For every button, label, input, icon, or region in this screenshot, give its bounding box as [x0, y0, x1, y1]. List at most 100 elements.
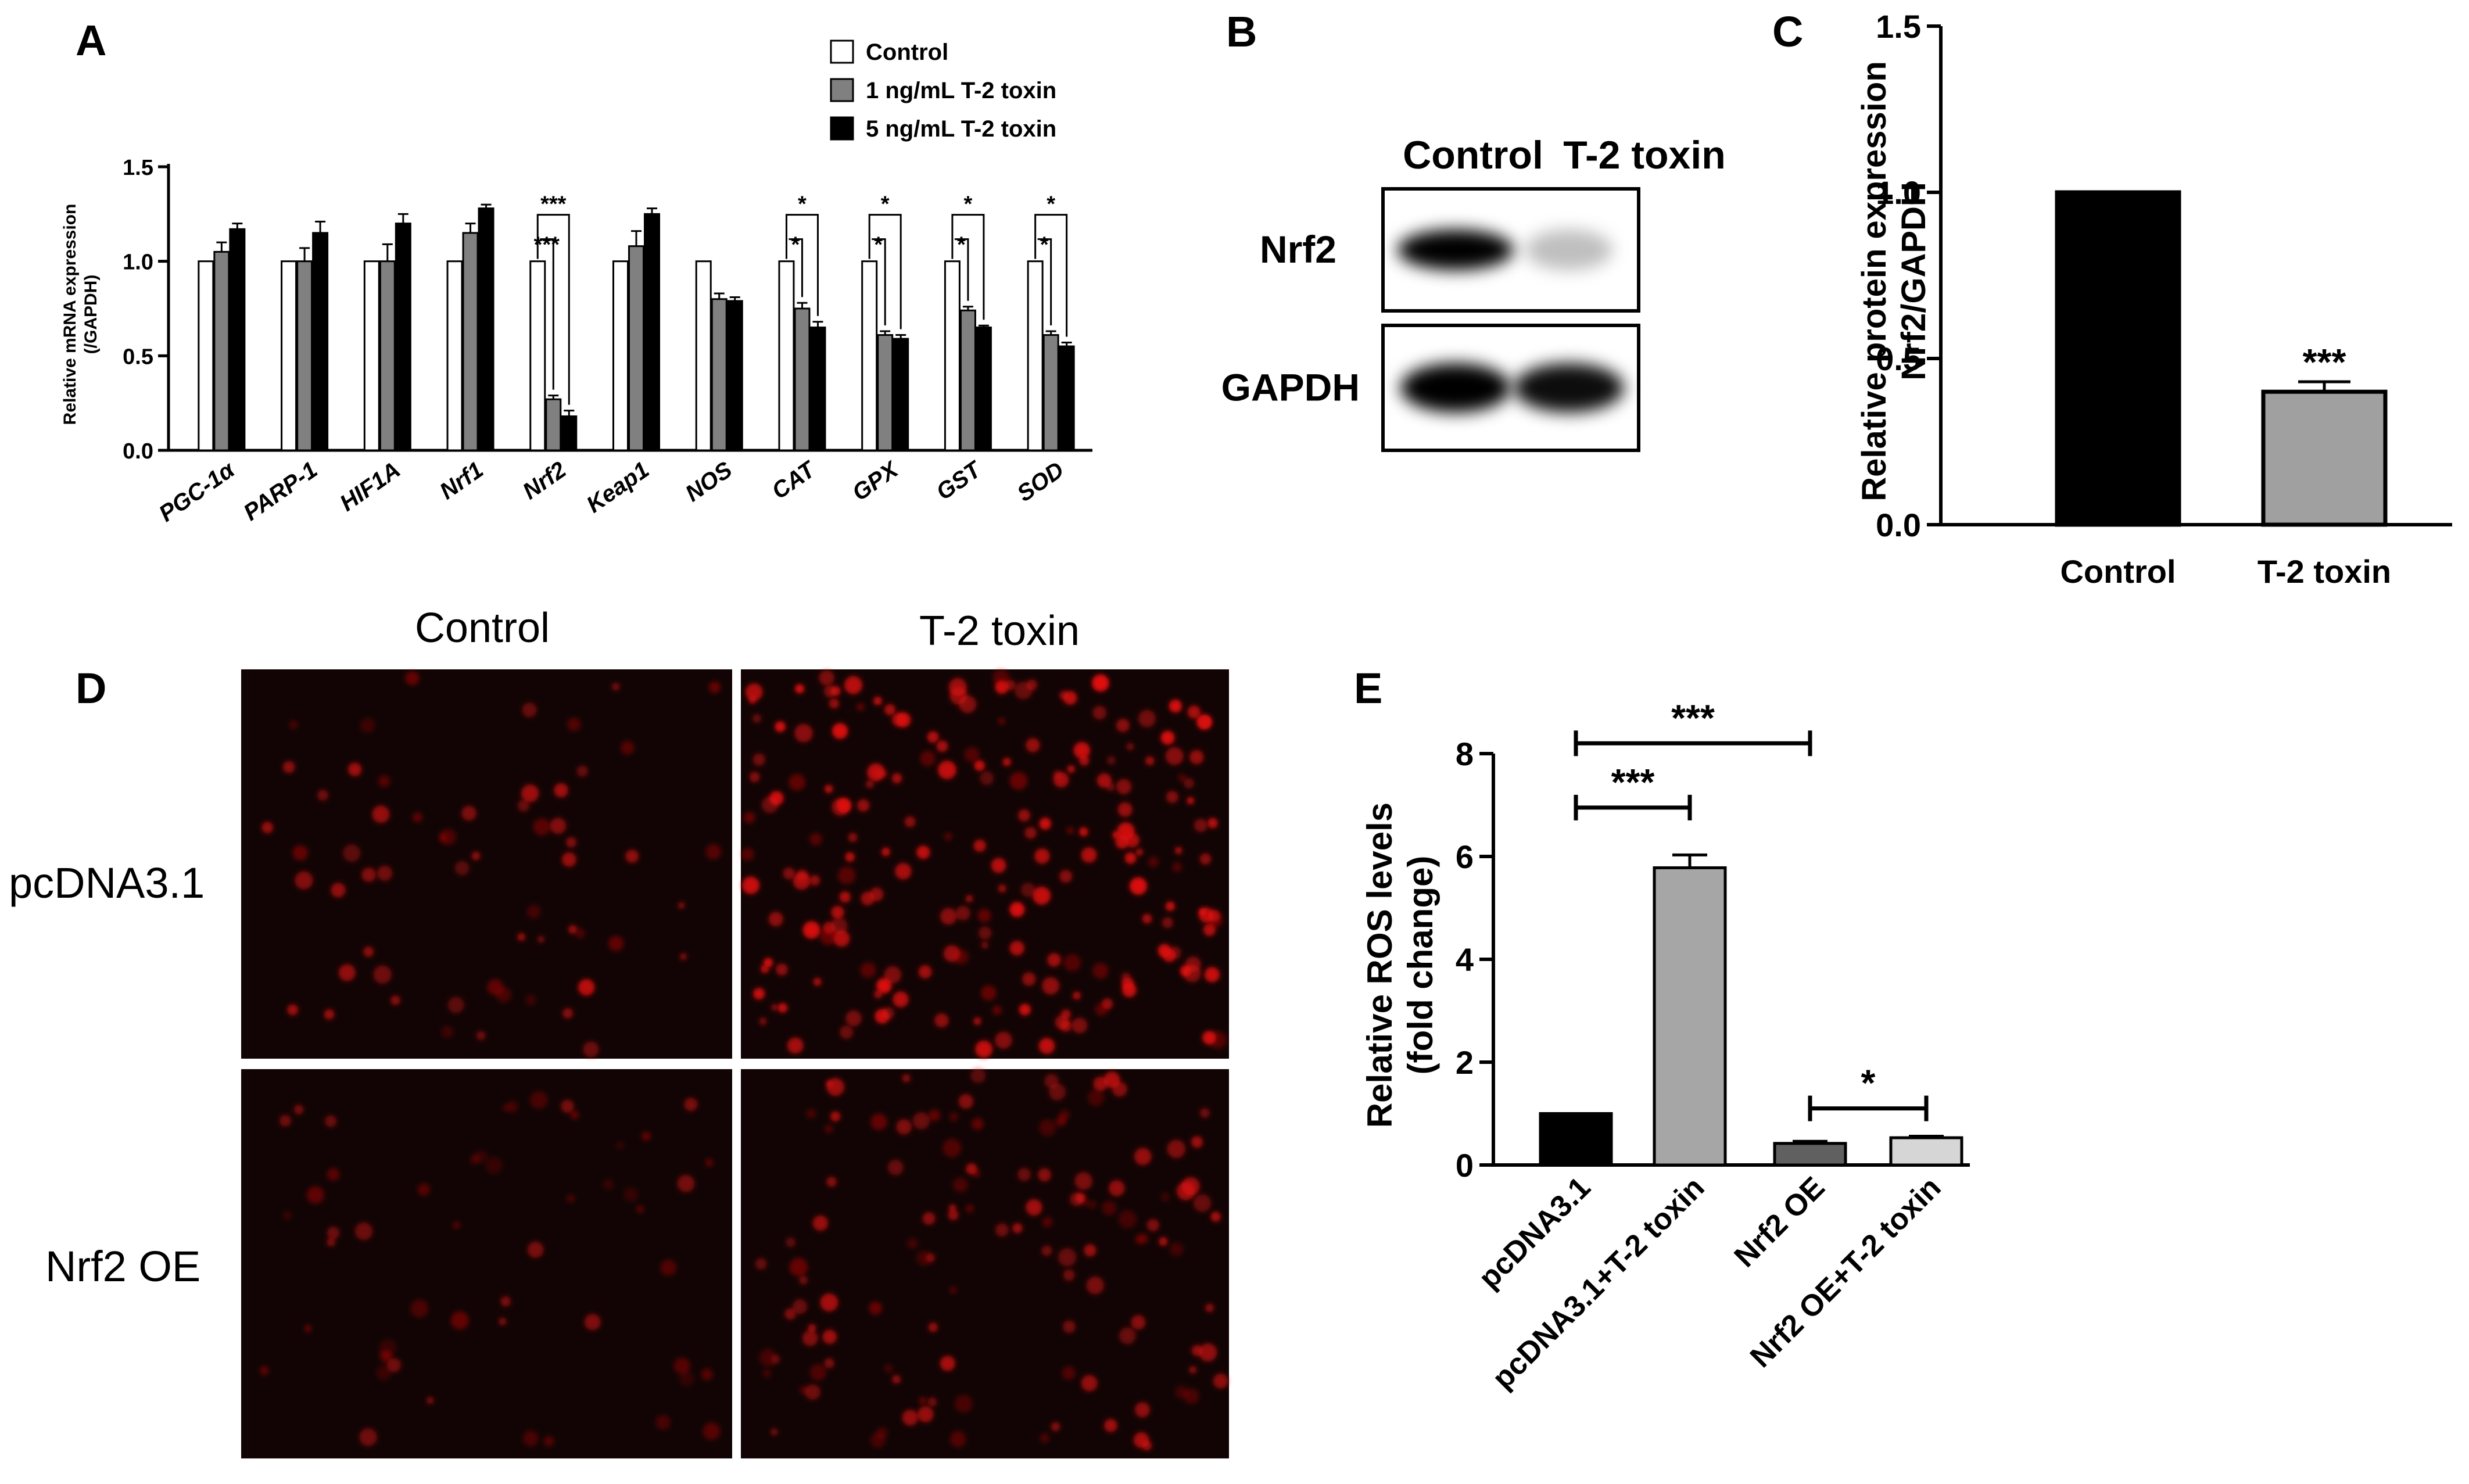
micrograph-cell — [525, 994, 536, 1005]
micrograph-cell — [825, 1124, 833, 1134]
micrograph-cell — [812, 1215, 829, 1231]
micrograph-cell — [1189, 750, 1204, 765]
micrograph-cell — [439, 829, 457, 845]
micrograph-cell — [937, 761, 956, 780]
micrograph-cell — [1092, 962, 1109, 979]
micrograph-cell — [916, 845, 930, 859]
micrograph-cell — [1119, 1327, 1137, 1345]
micrograph-cell — [970, 1067, 986, 1084]
micrograph-cell — [936, 740, 948, 752]
chart-a-significance-bracket — [954, 238, 969, 301]
micrograph-cell — [860, 962, 876, 978]
micrograph-cell — [1207, 818, 1218, 829]
micrograph-cell — [948, 1204, 956, 1212]
micrograph-cell — [522, 1431, 539, 1446]
micrograph-cell — [830, 917, 848, 935]
micrograph-cell — [1002, 758, 1011, 766]
micrograph-cell — [789, 1257, 808, 1277]
micrograph-cell — [386, 1358, 402, 1372]
micrograph-cell — [279, 1114, 292, 1127]
micrograph-cell — [867, 763, 885, 782]
micrograph-cell — [752, 753, 766, 766]
micrograph-cell — [944, 832, 952, 841]
micrograph-cell — [1167, 1139, 1186, 1159]
micrograph-cell — [837, 866, 856, 884]
micrograph-cell — [517, 933, 525, 941]
micrograph-cell — [1124, 852, 1137, 864]
micrograph-cell — [282, 761, 295, 773]
chart-a-y-axis-label: Relative mRNA expression (/GAPDH) — [60, 204, 101, 425]
micrograph-cell — [882, 1006, 895, 1020]
micrograph-cell — [1009, 902, 1025, 917]
micrograph-cell — [379, 1339, 397, 1357]
micrograph-cell — [521, 784, 539, 802]
micrograph-cell — [527, 1241, 544, 1258]
micrograph-cell — [1051, 1422, 1060, 1432]
micrograph-cell — [928, 1109, 941, 1121]
micrograph-cell — [578, 979, 595, 996]
micrograph-cell — [741, 876, 760, 894]
micrograph-cell — [826, 1078, 845, 1096]
micrograph-cell — [830, 1111, 841, 1122]
chart-e-y-tick-label: 4 — [1456, 941, 1474, 978]
micrograph-cell — [895, 712, 911, 727]
micrograph-cell — [1142, 913, 1152, 924]
micrograph-tile — [741, 1069, 1229, 1458]
micrograph-cell — [992, 669, 1010, 686]
chart-a-bar — [628, 245, 644, 451]
micrograph-cell — [1012, 1223, 1023, 1234]
micrograph-cell — [881, 847, 890, 856]
blot-band — [1514, 363, 1624, 413]
chart-a-bar — [1042, 334, 1059, 451]
chart-e-y-axis-label-line: Relative ROS levels — [1360, 802, 1399, 1128]
micrograph-cell — [777, 1003, 788, 1013]
micrograph-cell — [1059, 1110, 1070, 1120]
micrograph-cell — [324, 1115, 337, 1127]
micrograph-cell — [919, 1397, 927, 1405]
micrograph-column-label: Control — [415, 605, 550, 651]
chart-a-y-tick-label: 1.5 — [123, 156, 153, 180]
micrograph-cell — [809, 874, 820, 886]
micrograph-cell — [832, 723, 848, 739]
micrograph-cell — [861, 891, 875, 906]
micrograph-cell — [1166, 791, 1178, 804]
micrograph-cell — [292, 845, 309, 861]
chart-e-category-label: Nrf2 OE — [1728, 1170, 1832, 1274]
micrograph-cell — [1072, 1017, 1088, 1034]
chart-a-category-label: HIF1A — [335, 457, 405, 516]
micrograph-cell — [1169, 1242, 1184, 1256]
micrograph-cell — [981, 941, 988, 949]
chart-a-significance-label: * — [964, 192, 973, 217]
micrograph-cell — [533, 818, 551, 836]
chart-a-legend-swatch — [830, 40, 854, 64]
chart-a-legend-label: 5 ng/mL T-2 toxin — [866, 116, 1056, 142]
micrograph-cell — [918, 965, 932, 979]
micrograph-cell — [789, 773, 806, 791]
micrograph-cell — [1199, 908, 1207, 916]
micrograph-cell — [562, 1008, 574, 1019]
micrograph-cell — [793, 872, 811, 890]
micrograph-cell — [794, 723, 813, 743]
chart-a-significance-label: * — [791, 233, 800, 257]
micrograph-cell — [884, 1364, 893, 1373]
micrograph-cell — [887, 1159, 904, 1175]
chart-a-y-axis-label-line: Relative mRNA expression — [60, 204, 80, 425]
micrograph-cell — [1204, 967, 1220, 983]
chart-a-bar — [529, 260, 546, 451]
micrograph-cell — [775, 963, 788, 976]
micrograph-cell — [684, 1098, 698, 1112]
chart-a-significance-bracket — [868, 214, 902, 329]
micrograph-cell — [1026, 679, 1038, 691]
micrograph-cell — [792, 1299, 808, 1314]
micrograph-cell — [1160, 730, 1175, 745]
chart-a-bar — [695, 260, 712, 451]
micrograph-cell — [576, 765, 589, 777]
micrograph-cell — [857, 799, 870, 812]
micrograph-cell — [603, 1179, 614, 1190]
micrograph-cell — [927, 731, 939, 743]
micrograph-cell — [785, 1237, 796, 1248]
micrograph-cell — [1210, 1211, 1221, 1222]
micrograph-cell — [417, 1183, 431, 1196]
micrograph-cell — [677, 1174, 695, 1192]
micrograph-cell — [461, 805, 476, 821]
